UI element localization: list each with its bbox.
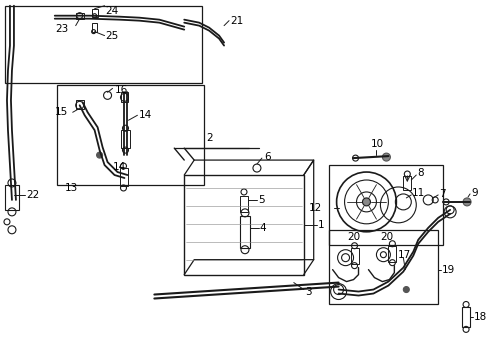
Bar [5,185,19,210]
Text: 13: 13 [65,183,78,193]
Bar [57,85,203,185]
Text: 15: 15 [55,107,68,117]
Circle shape [362,198,370,206]
Text: 20: 20 [346,232,359,242]
Bar [461,307,469,327]
Bar [240,196,247,212]
Bar [120,93,128,102]
Bar [76,13,83,19]
Text: 6: 6 [264,152,270,162]
Text: 8: 8 [416,168,423,178]
Bar [119,168,128,186]
Bar [350,248,358,264]
Bar [121,130,130,148]
Circle shape [382,153,389,161]
Text: 4: 4 [260,223,266,233]
Bar [184,175,303,275]
Text: 1: 1 [317,220,324,230]
Text: 5: 5 [257,195,264,205]
Text: 22: 22 [26,190,39,200]
Circle shape [462,198,470,206]
Text: 21: 21 [229,16,243,26]
Text: 18: 18 [473,312,486,323]
Bar [91,23,97,32]
Text: 19: 19 [441,265,454,275]
Bar [403,176,410,190]
Text: 23: 23 [55,24,68,33]
Circle shape [403,287,408,293]
Bar [328,165,442,245]
Bar [91,9,98,17]
Text: 9: 9 [470,188,477,198]
Bar [387,246,396,262]
Bar [328,230,437,305]
Bar [5,6,202,84]
Bar [76,100,83,109]
Text: 24: 24 [105,6,119,16]
Text: 17: 17 [397,250,410,260]
Text: 10: 10 [370,139,383,149]
Text: 14: 14 [138,110,151,120]
Circle shape [97,152,102,158]
Text: 25: 25 [105,31,119,41]
Text: 11: 11 [411,188,425,198]
Text: 12: 12 [308,203,321,213]
Text: 3: 3 [304,287,311,297]
Text: 14: 14 [113,162,126,172]
Text: 20: 20 [379,232,392,242]
Text: 2: 2 [206,133,212,143]
Text: 7: 7 [438,189,445,199]
Text: 16: 16 [114,85,127,95]
Bar [240,216,249,248]
